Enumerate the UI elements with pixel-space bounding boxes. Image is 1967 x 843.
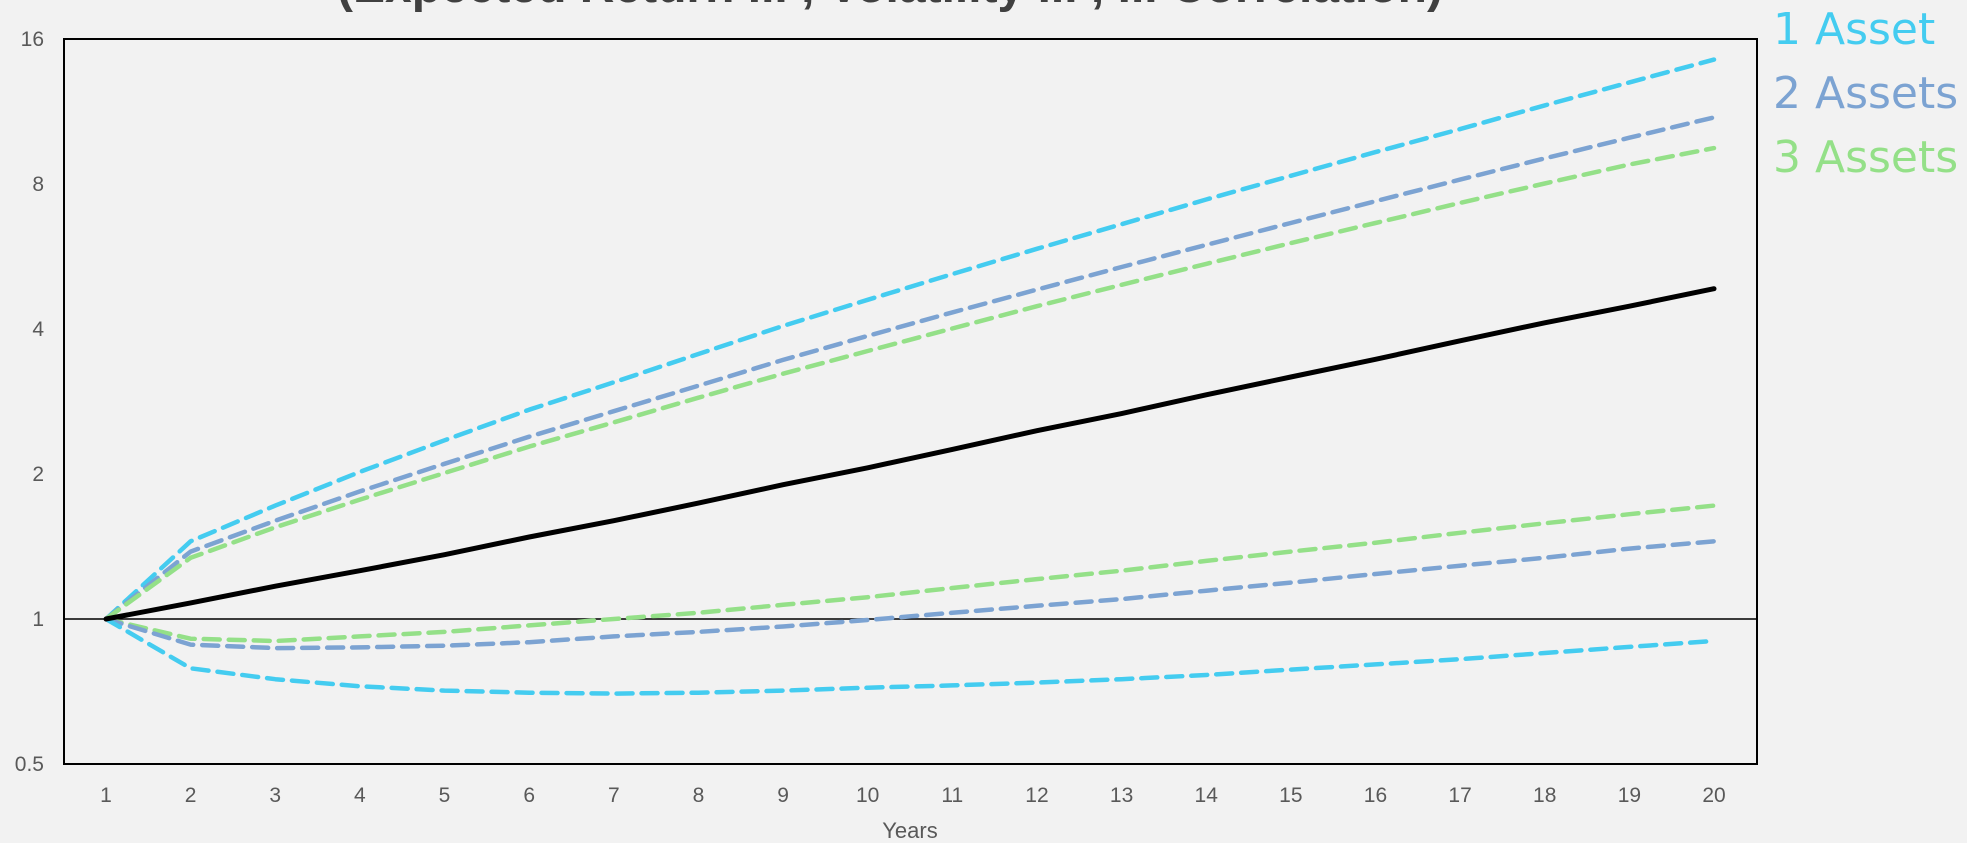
legend: 1 Asset 2 Assets 3 Assets <box>1773 4 1958 183</box>
legend-item: 3 Assets <box>1773 132 1958 183</box>
x-tick-label: 6 <box>523 784 535 807</box>
legend-item: 2 Assets <box>1773 68 1958 119</box>
y-tick-label: 4 <box>32 318 44 341</box>
x-tick-label: 11 <box>941 784 963 807</box>
y-axis-ticks: 0.5 1 2 4 8 16 <box>15 28 45 776</box>
x-tick-label: 17 <box>1448 784 1471 807</box>
series-line-1-asset <box>103 57 1717 622</box>
x-tick-label: 12 <box>1025 784 1048 807</box>
series-lines <box>103 57 1717 696</box>
x-tick-label: 4 <box>354 784 366 807</box>
x-tick-label: 3 <box>269 784 281 807</box>
x-axis-title: Years <box>882 818 937 843</box>
y-tick-label: 1 <box>32 608 44 631</box>
x-tick-label: 20 <box>1702 784 1725 807</box>
chart-title: (Expected Return ... , Volatility ... , … <box>337 0 1443 13</box>
series-line-baseline <box>103 286 1717 622</box>
x-tick-label: 10 <box>856 784 879 807</box>
x-tick-label: 7 <box>608 784 620 807</box>
plot-area <box>63 38 1758 765</box>
y-tick-label: 16 <box>21 28 44 51</box>
x-tick-label: 18 <box>1533 784 1556 807</box>
x-tick-label: 15 <box>1279 784 1302 807</box>
series-line-2-assets <box>103 539 1717 651</box>
x-tick-label: 2 <box>185 784 197 807</box>
y-tick-label: 8 <box>32 173 44 196</box>
x-tick-label: 13 <box>1110 784 1133 807</box>
x-tick-label: 1 <box>100 784 112 807</box>
x-tick-label: 8 <box>693 784 705 807</box>
y-tick-label: 2 <box>32 463 44 486</box>
y-tick-label: 0.5 <box>15 753 44 776</box>
x-tick-label: 16 <box>1364 784 1387 807</box>
x-tick-label: 14 <box>1195 784 1219 807</box>
legend-item: 1 Asset <box>1773 4 1935 55</box>
series-line-1-asset <box>103 616 1717 696</box>
series-line-2-assets <box>103 115 1717 622</box>
x-tick-label: 19 <box>1618 784 1641 807</box>
x-tick-label: 9 <box>777 784 789 807</box>
x-axis-ticks: 1 2 3 4 5 6 7 8 9 10 11 12 13 14 15 16 17 18 19 20 <box>100 784 1726 807</box>
series-line-3-assets <box>103 503 1717 644</box>
series-line-3-assets <box>103 145 1717 622</box>
x-tick-label: 5 <box>439 784 451 807</box>
